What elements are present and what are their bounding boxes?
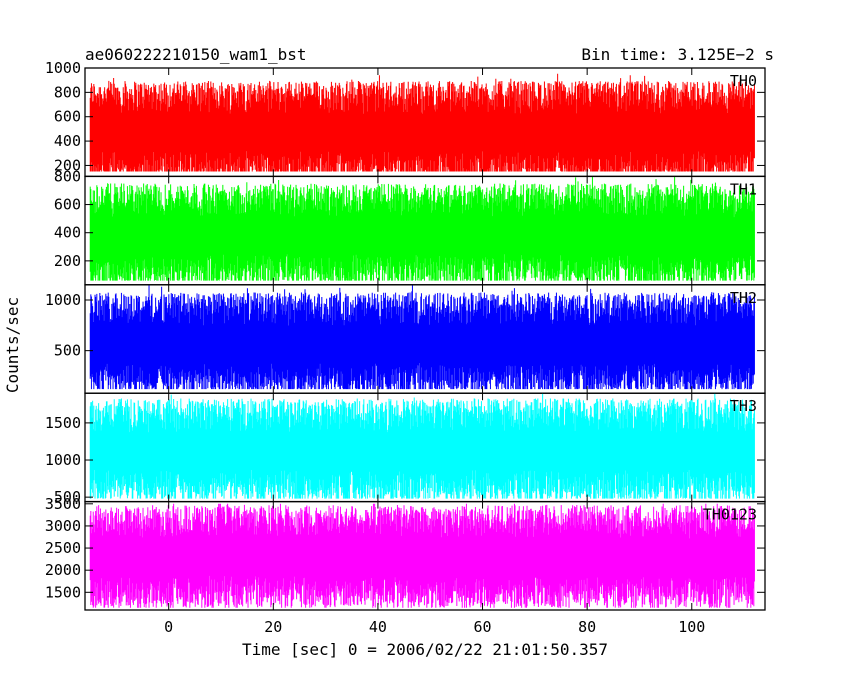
series-label-th3: TH3 xyxy=(730,397,757,415)
y-tick-label-th3-0: 500 xyxy=(54,488,81,506)
series-th2-line xyxy=(89,285,755,390)
x-tick-label-1: 20 xyxy=(264,618,282,636)
panel-th0123-frame xyxy=(84,500,766,611)
x-tick-label-5: 100 xyxy=(678,618,705,636)
y-axis-label: Counts/sec xyxy=(3,297,22,393)
y-tick-label-th2-1: 1000 xyxy=(45,291,81,309)
y-tick-label-th0-2: 600 xyxy=(54,108,81,126)
series-th0123-line xyxy=(89,503,755,608)
y-tick-label-th0-3: 800 xyxy=(54,83,81,101)
y-tick-label-th0-0: 200 xyxy=(54,156,81,174)
y-tick-label-th0123-2: 2500 xyxy=(45,539,81,557)
panel-th3: 500 1000 1500 TH3 xyxy=(45,392,766,506)
y-tick-label-th0123-1: 2000 xyxy=(45,561,81,579)
series-label-th0123: TH0123 xyxy=(703,506,757,524)
y-tick-label-th2-0: 500 xyxy=(54,342,81,360)
series-th3-line xyxy=(89,393,755,499)
panels: 200 400 600 800 1000 TH0 200 400 600 800 TH1 500 100… xyxy=(45,59,766,611)
y-tick-label-th0123-0: 1500 xyxy=(45,583,81,601)
y-tick-label-th0123-3: 3000 xyxy=(45,517,81,535)
series-label-th0: TH0 xyxy=(730,72,757,90)
x-tick-label-3: 60 xyxy=(474,618,492,636)
x-axis-label: Time [sec] 0 = 2006/02/22 21:01:50.357 xyxy=(242,640,608,659)
y-tick-label-th1-0: 200 xyxy=(54,252,81,270)
y-tick-label-th1-1: 400 xyxy=(54,224,81,242)
panel-th0123: 1500 2000 2500 3000 3500 TH0123 xyxy=(45,495,766,611)
y-tick-label-th0-4: 1000 xyxy=(45,59,81,77)
panel-th1: 200 400 600 800 TH1 xyxy=(54,167,766,286)
x-tick-label-2: 40 xyxy=(369,618,387,636)
panel-th2: 500 1000 TH2 xyxy=(45,284,766,394)
series-label-th1: TH1 xyxy=(730,180,757,198)
y-tick-label-th3-1: 1000 xyxy=(45,451,81,469)
series-th0-line xyxy=(89,73,755,172)
bin-time-label: Bin time: 3.125E−2 s xyxy=(581,45,774,64)
y-tick-label-th1-2: 600 xyxy=(54,196,81,214)
x-tick-label-0: 0 xyxy=(164,618,173,636)
x-tick-label-4: 80 xyxy=(578,618,596,636)
series-label-th2: TH2 xyxy=(730,289,757,307)
y-tick-label-th1-3: 800 xyxy=(54,167,81,185)
series-th1-line xyxy=(89,176,755,281)
y-tick-label-th0-1: 400 xyxy=(54,132,81,150)
x-axis: 0 20 40 60 80 100 xyxy=(164,618,705,636)
panel-th0: 200 400 600 800 1000 TH0 xyxy=(45,59,766,178)
y-tick-label-th3-2: 1500 xyxy=(45,414,81,432)
y-tick-label-th0123-4: 3500 xyxy=(45,495,81,513)
chart-title: ae060222210150_wam1_bst xyxy=(85,45,307,64)
